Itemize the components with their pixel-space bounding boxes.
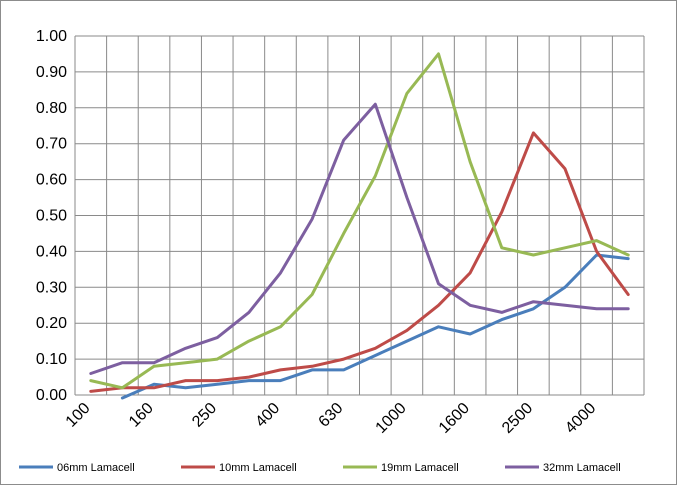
x-tick-label: 2500 — [499, 400, 536, 437]
x-tick-label: 160 — [126, 400, 157, 431]
y-tick-label: 0.20 — [36, 315, 67, 332]
series-line — [120, 253, 630, 400]
axis-layer: 0.00 0.10 0.20 0.30 0.40 0.50 0.60 0.70 0.80 0.90… — [36, 28, 600, 437]
x-tick-label: 100 — [63, 400, 94, 431]
legend-label: 10mm Lamacell — [219, 462, 297, 474]
legend-label: 06mm Lamacell — [57, 462, 135, 474]
y-tick-label: 0.10 — [36, 351, 67, 368]
legend-label: 32mm Lamacell — [543, 462, 621, 474]
y-tick-label: 0.70 — [36, 136, 67, 153]
y-tick-label: 0.00 — [36, 387, 67, 404]
legend: 06mm Lamacell 10mm Lamacell 19mm Lamacell 3… — [19, 462, 621, 474]
y-tick-label: 0.80 — [36, 100, 67, 117]
y-tick-label: 1.00 — [36, 28, 67, 45]
y-tick-label: 0.30 — [36, 279, 67, 296]
x-tick-label: 1000 — [373, 400, 410, 437]
y-tick-label: 0.60 — [36, 172, 67, 189]
series-line — [89, 131, 630, 393]
series-line — [89, 102, 630, 375]
y-tick-label: 0.90 — [36, 64, 67, 81]
y-tick-label: 0.40 — [36, 243, 67, 260]
x-tick-label: 400 — [252, 400, 283, 431]
x-tick-label: 250 — [189, 400, 220, 431]
x-tick-label: 4000 — [562, 400, 599, 437]
x-tick-label: 1600 — [436, 400, 473, 437]
series-layer — [89, 52, 630, 400]
x-tick-label: 630 — [316, 400, 347, 431]
legend-label: 19mm Lamacell — [381, 462, 459, 474]
grid-layer — [74, 35, 645, 396]
y-tick-label: 0.50 — [36, 208, 67, 225]
series-line — [89, 52, 630, 390]
